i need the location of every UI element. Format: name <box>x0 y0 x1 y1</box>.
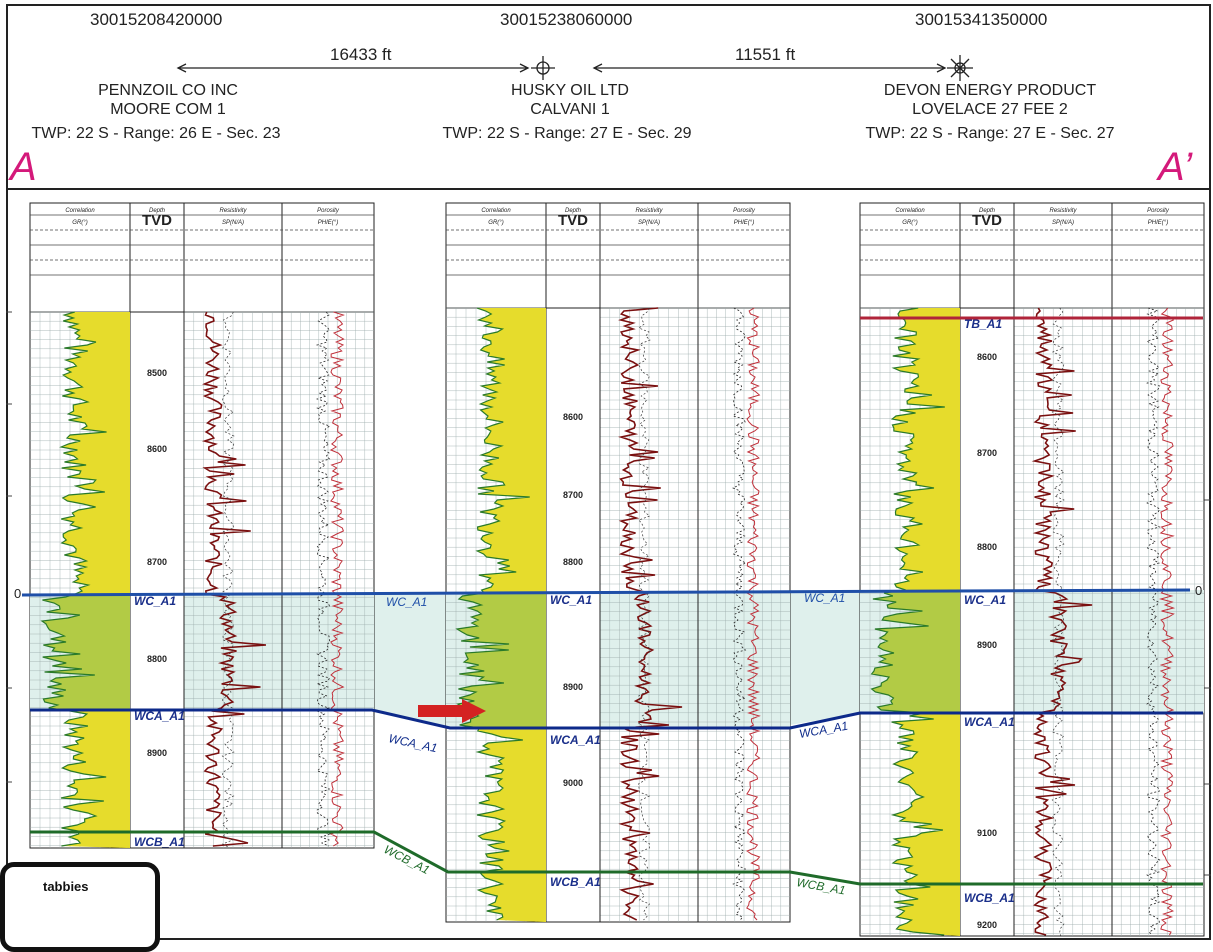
track-header-label: Depth <box>979 208 996 214</box>
porosity-curve <box>329 311 345 847</box>
well-2-api: 30015238060000 <box>500 10 633 29</box>
track-header-label: Resistivity <box>635 208 663 214</box>
track-header-label: PHIE(°) <box>1148 220 1168 226</box>
section-start-label: A <box>10 145 37 189</box>
formation-top-label: WC_A1 <box>964 593 1006 607</box>
track-header-label: Resistivity <box>219 208 247 214</box>
formation-top-label: WCB_A1 <box>550 875 601 889</box>
well-3-api: 30015341350000 <box>915 10 1048 29</box>
track-header-label: GR(°) <box>72 220 87 226</box>
depth-label: 9000 <box>563 778 583 788</box>
porosity-curve <box>746 307 761 921</box>
well-2-location: TWP: 22 S - Range: 27 E - Sec. 29 <box>442 125 692 142</box>
formation-top-label: WC_A1 <box>550 593 592 607</box>
formation-top-label: WC_A1 <box>134 594 176 608</box>
depth-label: 9200 <box>977 920 997 930</box>
corr-label-wca-left: WCA_A1 <box>387 731 438 755</box>
track-header-label: GR(°) <box>902 220 917 226</box>
track-header-label: Porosity <box>1147 208 1170 214</box>
tabbies-tab: tabbies <box>0 862 160 952</box>
well-log-1: Correlation Depth Resistivity Porosity GR(°)… <box>29 202 375 849</box>
wca-a1-correlation-line <box>30 708 1203 730</box>
gr-curve <box>40 311 107 847</box>
track-header-label: SP(N/A) <box>638 220 660 226</box>
track-header-label: Resistivity <box>1049 208 1077 214</box>
well-3-location: TWP: 22 S - Range: 27 E - Sec. 27 <box>865 125 1115 142</box>
track-header-label: Correlation <box>481 208 511 214</box>
track-header-label: GR(°) <box>488 220 503 226</box>
well-log-3: Correlation Depth Resistivity Porosity GR(°)… <box>859 202 1205 937</box>
track-header-label: Correlation <box>895 208 925 214</box>
depth-label: 8500 <box>147 368 167 378</box>
wc-a1-correlation-line <box>21 588 1191 597</box>
distance-arrows <box>176 63 947 73</box>
depth-label: 8700 <box>147 557 167 567</box>
track-header-label: Depth <box>565 208 582 214</box>
gr-curve <box>455 307 530 921</box>
depth-label: 8900 <box>563 682 583 692</box>
track-header-label: SP(N/A) <box>222 220 244 226</box>
formation-top-label: TB_A1 <box>964 317 1002 331</box>
corr-label-wcb-right: WCB_A1 <box>795 875 846 897</box>
track-header-label: SP(N/A) <box>1052 220 1074 226</box>
depth-label: 8700 <box>977 448 997 458</box>
tabbies-label: tabbies <box>43 879 89 894</box>
gr-curve <box>870 307 945 936</box>
depth-label: 8700 <box>563 490 583 500</box>
tvd-label: TVD <box>558 212 588 229</box>
well-1-location: TWP: 22 S - Range: 26 E - Sec. 23 <box>31 125 281 142</box>
section-end-label: A’ <box>1158 145 1193 189</box>
tvd-label: TVD <box>142 212 172 229</box>
depth-label: 8800 <box>563 557 583 567</box>
depth-label: 8900 <box>147 748 167 758</box>
formation-top-label: WCA_A1 <box>550 733 601 747</box>
wcb-a1-correlation-line <box>30 830 1203 886</box>
well-1-api: 30015208420000 <box>90 10 223 29</box>
formation-top-label: WCB_A1 <box>134 835 185 849</box>
track-header-label: Porosity <box>733 208 756 214</box>
well-log-2: Correlation Depth Resistivity Porosity GR(°)… <box>445 202 791 923</box>
header-divider <box>6 188 1211 190</box>
well-3-operator: DEVON ENERGY PRODUCT <box>883 82 1097 99</box>
corr-label-wc-right: WC_A1 <box>804 591 845 605</box>
track-header-label: Depth <box>149 208 166 214</box>
depth-label: 8600 <box>147 444 167 454</box>
depth-label: 8900 <box>977 640 997 650</box>
resistivity-curve <box>1031 307 1093 936</box>
datum-label-right: 0 <box>1195 583 1202 598</box>
track-header-label: PHIE(°) <box>318 220 338 226</box>
resistivity-curve <box>201 311 267 847</box>
well-1-operator: PENNZOIL CO INC <box>98 82 238 99</box>
red-arrow-icon <box>418 699 486 723</box>
corr-label-wc-left: WC_A1 <box>386 595 427 609</box>
porosity-curve <box>1158 307 1176 936</box>
well-3-lease: LOVELACE 27 FEE 2 <box>912 101 1068 118</box>
resistivity-curve <box>617 307 683 921</box>
distance-2: 11551 ft <box>735 45 796 64</box>
well-2-lease: CALVANI 1 <box>530 101 610 118</box>
well-1-lease: MOORE COM 1 <box>110 101 226 118</box>
depth-label: 8600 <box>563 412 583 422</box>
tvd-label: TVD <box>972 212 1002 229</box>
track-header-label: PHIE(°) <box>734 220 754 226</box>
datum-label-left: 0 <box>14 586 21 601</box>
track-header-label: Porosity <box>317 208 340 214</box>
correlation-lines <box>21 316 1203 886</box>
track-header-label: Correlation <box>65 208 95 214</box>
well-2-operator: HUSKY OIL LTD <box>511 82 629 99</box>
depth-label: 9100 <box>977 828 997 838</box>
formation-top-label: WCA_A1 <box>964 715 1015 729</box>
dry-hole-well-symbol-icon <box>531 56 555 80</box>
formation-top-label: WCB_A1 <box>964 891 1015 905</box>
depth-label: 8800 <box>147 654 167 664</box>
formation-top-label: WCA_A1 <box>134 709 185 723</box>
gas-well-symbol-icon <box>947 55 973 81</box>
depth-label: 8600 <box>977 352 997 362</box>
depth-label: 8800 <box>977 542 997 552</box>
distance-1: 16433 ft <box>330 45 392 64</box>
